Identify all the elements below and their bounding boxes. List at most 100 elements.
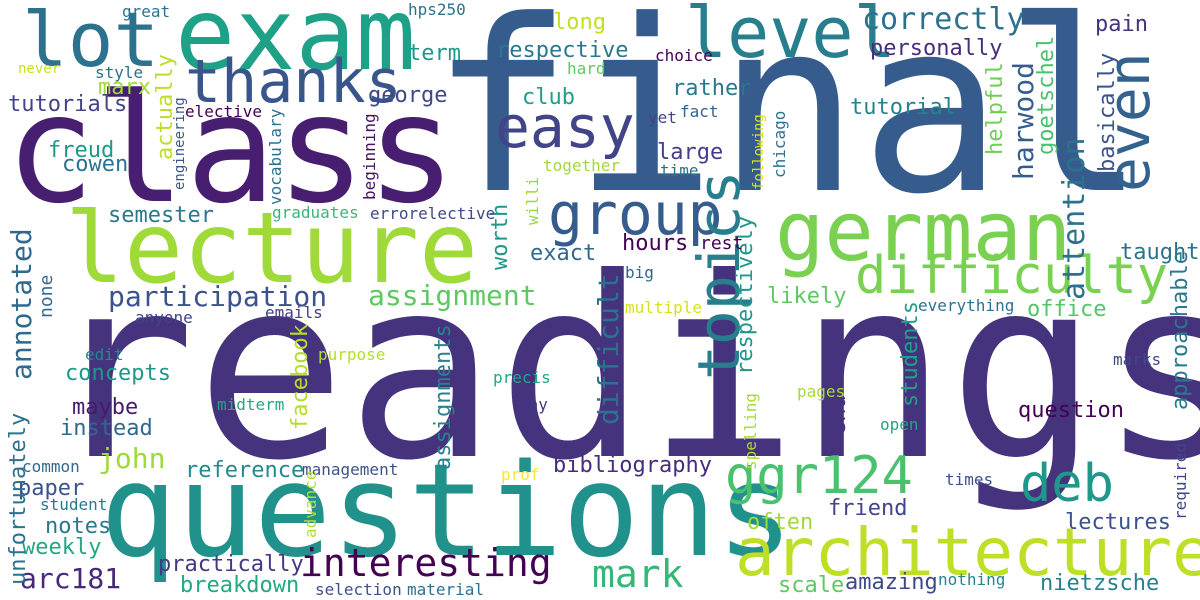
- word-ggr124: ggr124: [725, 446, 913, 506]
- word-management: management: [302, 460, 399, 479]
- word-lecture: lecture: [65, 192, 479, 306]
- word-rather: rather: [672, 76, 752, 101]
- word-way: way: [519, 395, 548, 414]
- word-group: group: [548, 180, 723, 248]
- word-edit: edit: [85, 345, 124, 364]
- word-weekly: weekly: [22, 535, 102, 560]
- word-notes: notes: [45, 514, 112, 539]
- word-rest: rest: [700, 233, 744, 254]
- word-maybe: maybe: [72, 395, 139, 420]
- word-participation: participation: [108, 280, 328, 313]
- word-difficult: difficult: [592, 273, 625, 425]
- word-large: large: [657, 140, 724, 165]
- word-freud: freud: [48, 138, 115, 163]
- word-everything: everything: [918, 296, 1015, 315]
- word-exact: exact: [530, 241, 597, 266]
- word-nothing: nothing: [938, 570, 1006, 589]
- word-times: times: [945, 470, 994, 489]
- word-style: style: [95, 63, 144, 82]
- word-hard: hard: [567, 59, 606, 78]
- word-difficulty: difficulty: [855, 246, 1169, 306]
- word-emails: emails: [265, 303, 323, 322]
- word-instead: instead: [60, 416, 153, 441]
- word-bibliography: bibliography: [553, 453, 712, 478]
- word-following: following: [751, 114, 767, 190]
- word-class: class: [5, 63, 457, 237]
- word-helpful: helpful: [983, 62, 1008, 155]
- word-big: big: [625, 263, 654, 282]
- word-goetschel: goetschel: [1034, 35, 1059, 155]
- word-hps250: hps250: [408, 0, 466, 19]
- word-time: time: [660, 161, 699, 180]
- word-tutorial: tutorial: [850, 95, 956, 120]
- word-yet: yet: [648, 108, 677, 127]
- word-hours: hours: [622, 231, 689, 256]
- word-personally: personally: [870, 36, 1003, 61]
- word-thanks: thanks: [185, 47, 402, 117]
- word-choice: choice: [655, 46, 713, 65]
- word-chicago: chicago: [770, 110, 789, 178]
- word-final: final: [430, 0, 1147, 247]
- word-tutorials: tutorials: [8, 92, 128, 117]
- word-required: required: [1171, 442, 1190, 520]
- word-interesting: interesting: [300, 541, 552, 585]
- word-george: george: [368, 83, 448, 108]
- word-purpose: purpose: [318, 345, 386, 364]
- word-unfortunately: unfortunately: [6, 412, 31, 585]
- word-deb: deb: [1020, 454, 1114, 514]
- word-students: students: [898, 301, 923, 407]
- word-respective: respective: [496, 38, 629, 63]
- word-great: great: [122, 2, 171, 21]
- word-precis: precis: [493, 368, 551, 387]
- word-open: open: [880, 415, 919, 434]
- word-club: club: [522, 85, 575, 110]
- word-semester: semester: [108, 203, 214, 228]
- word-prof: prof: [501, 465, 540, 484]
- word-vocabulary: vocabulary: [266, 108, 285, 205]
- word-long: long: [553, 10, 606, 35]
- word-assignments: assignments: [431, 324, 456, 470]
- word-attention: attention: [1057, 137, 1092, 300]
- word-reference: reference: [185, 458, 305, 483]
- word-concepts: concepts: [65, 361, 171, 386]
- word-lectures: lectures: [1065, 510, 1171, 535]
- word-annotated: annotated: [5, 228, 38, 380]
- word-assignment: assignment: [368, 279, 537, 312]
- word-material: material: [407, 580, 485, 599]
- word-approachable: approachable: [1168, 251, 1193, 410]
- word-errorelective: errorelective: [370, 204, 496, 223]
- word-correctly: correctly: [862, 2, 1025, 37]
- word-student: student: [40, 495, 108, 514]
- word-pages: pages: [797, 382, 846, 401]
- word-willi: willi: [523, 176, 542, 225]
- word-basically: basically: [1095, 52, 1120, 172]
- word-common: common: [22, 457, 80, 476]
- word-advance: advance: [301, 470, 320, 538]
- word-arc181: arc181: [20, 562, 122, 595]
- word-term: term: [408, 41, 461, 66]
- word-spelling: spelling: [741, 392, 760, 470]
- word-readings: readings: [45, 224, 1200, 515]
- word-german: german: [775, 185, 1072, 280]
- word-scale: scale: [778, 573, 845, 598]
- word-facebook: facebook: [288, 324, 313, 430]
- word-exam: exam: [175, 0, 416, 93]
- word-paper: paper: [18, 476, 85, 501]
- word-multiple: multiple: [625, 298, 703, 317]
- word-beginning: beginning: [360, 113, 379, 200]
- word-mark: mark: [592, 552, 684, 596]
- word-practically: practically: [158, 552, 304, 577]
- word-question: question: [1018, 398, 1124, 423]
- word-office: office: [1027, 297, 1107, 322]
- word-pain: pain: [1095, 12, 1148, 37]
- word-cowen: cowen: [62, 152, 129, 177]
- word-end: end: [826, 395, 851, 435]
- word-marks: marks: [1113, 350, 1162, 369]
- word-anyone: anyone: [135, 308, 193, 327]
- word-architecture: architecture: [735, 514, 1200, 591]
- word-level: level: [685, 0, 896, 74]
- word-elective: elective: [185, 102, 263, 121]
- word-together: together: [543, 156, 621, 175]
- word-john: john: [98, 442, 166, 475]
